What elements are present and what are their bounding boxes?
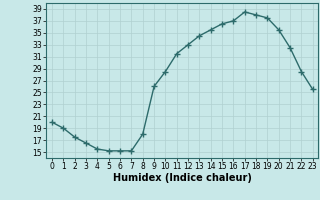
X-axis label: Humidex (Indice chaleur): Humidex (Indice chaleur) (113, 173, 252, 183)
